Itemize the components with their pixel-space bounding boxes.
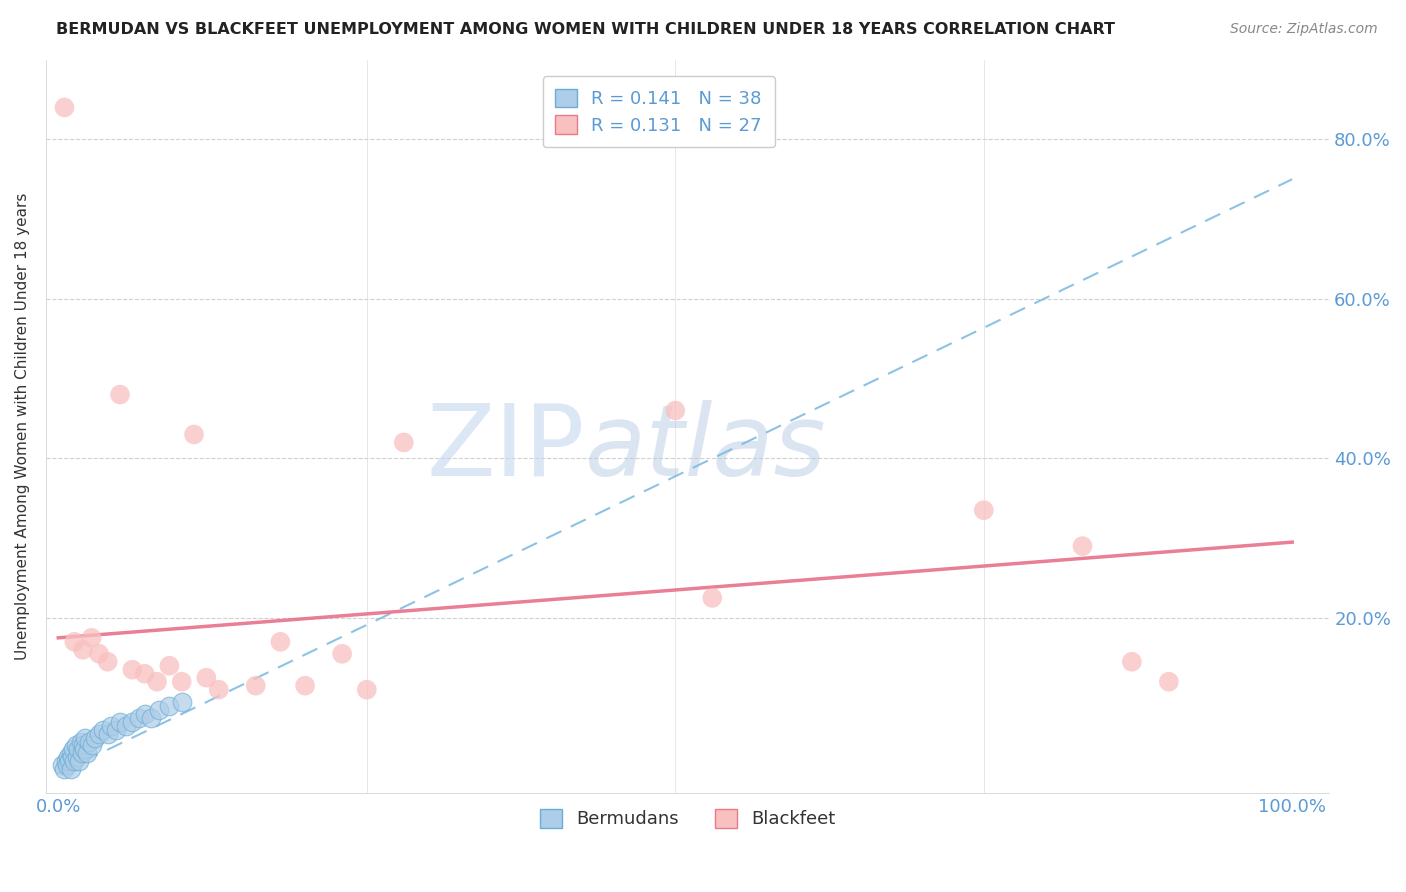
Text: BERMUDAN VS BLACKFEET UNEMPLOYMENT AMONG WOMEN WITH CHILDREN UNDER 18 YEARS CORR: BERMUDAN VS BLACKFEET UNEMPLOYMENT AMONG… (56, 22, 1115, 37)
Point (58, 755, 80, 769)
Point (75, 731, 97, 745)
Point (128, 710, 150, 724)
Point (330, 647, 353, 661)
Point (77, 734, 100, 748)
Point (87, 647, 110, 661)
Point (170, 695, 193, 709)
Point (134, 666, 156, 681)
Point (67, 755, 90, 769)
Point (157, 698, 180, 713)
Point (84, 731, 107, 745)
Point (53, 100, 76, 114)
Point (1071, 539, 1094, 553)
Point (97, 655, 120, 669)
Point (80, 739, 103, 753)
Point (70, 747, 93, 761)
Point (62, 742, 84, 756)
Point (269, 635, 291, 649)
Point (97, 726, 120, 740)
Point (108, 387, 131, 401)
Point (60, 750, 83, 764)
Point (356, 682, 378, 697)
Point (55, 755, 77, 769)
Point (208, 682, 231, 697)
Point (51, 758, 73, 772)
Point (59, 747, 82, 761)
Text: Source: ZipAtlas.com: Source: ZipAtlas.com (1230, 22, 1378, 37)
Point (294, 679, 316, 693)
Y-axis label: Unemployment Among Women with Children Under 18 years: Unemployment Among Women with Children U… (15, 193, 30, 660)
Point (69, 734, 91, 748)
Text: atlas: atlas (585, 400, 827, 497)
Point (973, 503, 995, 517)
Legend: Bermudans, Blackfeet: Bermudans, Blackfeet (533, 802, 842, 836)
Point (56, 758, 79, 772)
Point (170, 674, 193, 689)
Point (664, 403, 686, 417)
Point (100, 718, 122, 732)
Point (148, 703, 170, 717)
Point (87, 726, 110, 740)
Point (72, 739, 94, 753)
Point (139, 710, 162, 724)
Point (183, 427, 205, 442)
Point (63, 635, 86, 649)
Point (702, 591, 724, 605)
Text: ZIP: ZIP (426, 400, 585, 497)
Point (76, 747, 98, 761)
Point (245, 679, 267, 693)
Point (1157, 674, 1180, 689)
Point (121, 714, 143, 729)
Point (392, 435, 415, 450)
Point (56, 750, 79, 764)
Point (73, 742, 96, 756)
Point (108, 714, 131, 729)
Point (59, 763, 82, 777)
Point (105, 723, 128, 737)
Point (63, 755, 86, 769)
Point (134, 706, 156, 721)
Point (146, 674, 169, 689)
Point (91, 723, 114, 737)
Point (53, 763, 76, 777)
Point (115, 718, 138, 732)
Point (157, 658, 180, 673)
Point (80, 631, 103, 645)
Point (65, 739, 87, 753)
Point (121, 663, 143, 677)
Point (66, 750, 89, 764)
Point (72, 642, 94, 657)
Point (67, 742, 90, 756)
Point (1121, 655, 1143, 669)
Point (195, 671, 218, 685)
